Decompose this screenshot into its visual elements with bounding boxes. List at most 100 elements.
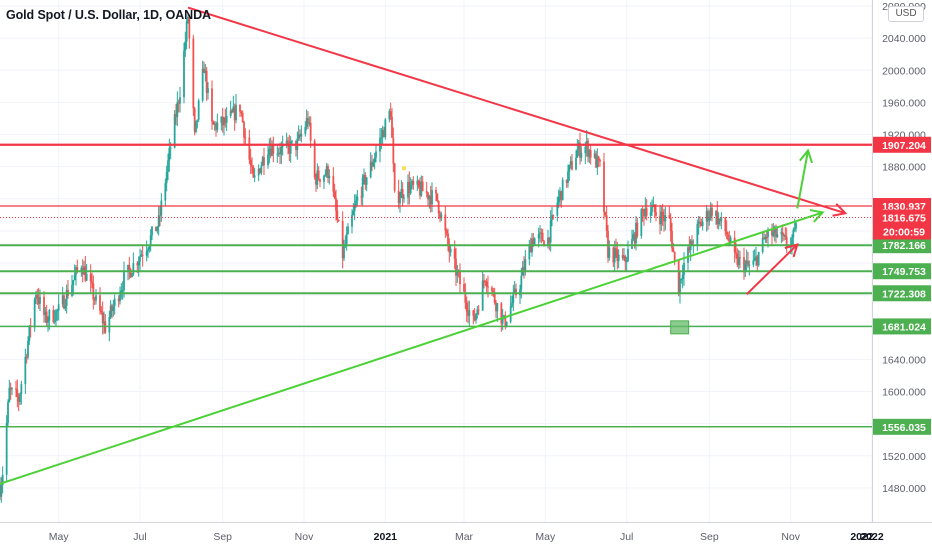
candle-body <box>575 157 577 170</box>
y-tick-label: 2000.000 <box>882 65 926 77</box>
candle-body <box>111 305 113 311</box>
candle-body <box>717 218 720 225</box>
candle-body <box>165 172 168 184</box>
candle-body <box>728 239 731 244</box>
candle-body <box>109 305 112 317</box>
candle-body <box>252 166 255 178</box>
candle-body <box>411 180 413 186</box>
candle-body <box>36 294 39 299</box>
candle-body <box>793 228 796 230</box>
candle-body <box>599 160 601 162</box>
y-tick-label: 1520.000 <box>882 451 926 463</box>
candle-body <box>364 174 367 185</box>
candle-body <box>176 102 179 118</box>
candle-body <box>476 309 479 315</box>
candle-body <box>309 122 312 141</box>
candle-body <box>343 245 345 259</box>
candle-body <box>103 321 105 324</box>
current-price-tag <box>873 209 931 240</box>
candle-body <box>244 137 247 139</box>
x-tick-label: Nov <box>781 531 800 543</box>
candle-body <box>549 220 552 243</box>
candle-body <box>504 315 507 326</box>
candle-body <box>127 264 129 272</box>
level-tag <box>873 136 931 153</box>
candle-body <box>699 221 701 223</box>
green-bullish-arrow <box>796 150 809 209</box>
candle-body <box>643 211 645 217</box>
candle-body <box>196 119 199 121</box>
level-tag-label: 1681.024 <box>882 321 926 333</box>
candle-body <box>384 119 387 138</box>
candle-body <box>203 68 205 74</box>
candle-body <box>431 189 433 205</box>
candle-body <box>736 253 739 265</box>
candle-body <box>409 185 412 194</box>
candle-body <box>288 144 291 154</box>
candle-body <box>131 273 133 278</box>
candle-body <box>669 217 672 232</box>
candle-body <box>428 196 431 200</box>
candle-body <box>393 163 396 191</box>
candle-body <box>269 148 272 156</box>
candle-body <box>136 263 139 266</box>
candle-body <box>193 108 196 132</box>
candle-body <box>323 175 325 182</box>
candle-body <box>89 273 92 282</box>
trendline-arrowhead <box>832 203 848 217</box>
candle-body <box>576 149 579 158</box>
candle-body <box>543 241 545 247</box>
candle-body <box>347 226 349 235</box>
candle-body <box>7 401 9 423</box>
candle-body <box>141 254 144 256</box>
candle-body <box>341 220 344 259</box>
candle-body <box>463 284 465 292</box>
small-yellow-marker <box>402 166 406 171</box>
candle-body <box>473 315 476 321</box>
candle-body <box>752 260 755 265</box>
candle-body <box>271 145 273 156</box>
time-axis-bg <box>0 522 932 550</box>
candle-body <box>121 290 124 292</box>
candle-body <box>403 197 405 199</box>
candle-body <box>388 111 391 120</box>
candle-body <box>776 234 779 237</box>
candle-body <box>565 179 568 183</box>
candle-body <box>772 232 775 236</box>
x-tick-label: Sep <box>213 531 232 543</box>
currency-label[interactable]: USD <box>888 6 924 22</box>
candle-body <box>43 296 45 315</box>
candle-body <box>47 320 49 323</box>
candle-body <box>605 215 608 231</box>
candle-body <box>375 151 377 158</box>
current-price-label: 1816.675 <box>882 212 926 224</box>
candle-body <box>513 288 516 293</box>
candle-body <box>579 142 581 158</box>
candle-body <box>95 295 97 301</box>
candle-body <box>445 230 448 234</box>
candle-body <box>673 252 676 261</box>
candle-body <box>745 260 748 264</box>
candle-body <box>160 200 163 216</box>
trendline-arrowhead <box>784 243 799 258</box>
candle-body <box>593 153 596 158</box>
candle-body <box>465 302 468 312</box>
candle-body <box>188 16 191 39</box>
candle-body <box>584 146 587 154</box>
candle-body <box>447 233 449 245</box>
candle-body <box>783 235 785 237</box>
level-tag <box>873 237 931 254</box>
candle-body <box>99 295 101 311</box>
candle-body <box>17 397 20 402</box>
candle-body <box>128 264 131 270</box>
candle-body <box>401 189 404 199</box>
trendline <box>0 211 823 485</box>
candle-body <box>123 271 125 291</box>
candle-body <box>35 294 37 300</box>
candle-body <box>705 210 708 222</box>
candle-body <box>139 256 141 262</box>
candle-body <box>33 299 36 328</box>
candle-body <box>719 218 721 222</box>
candle-body <box>636 222 639 237</box>
